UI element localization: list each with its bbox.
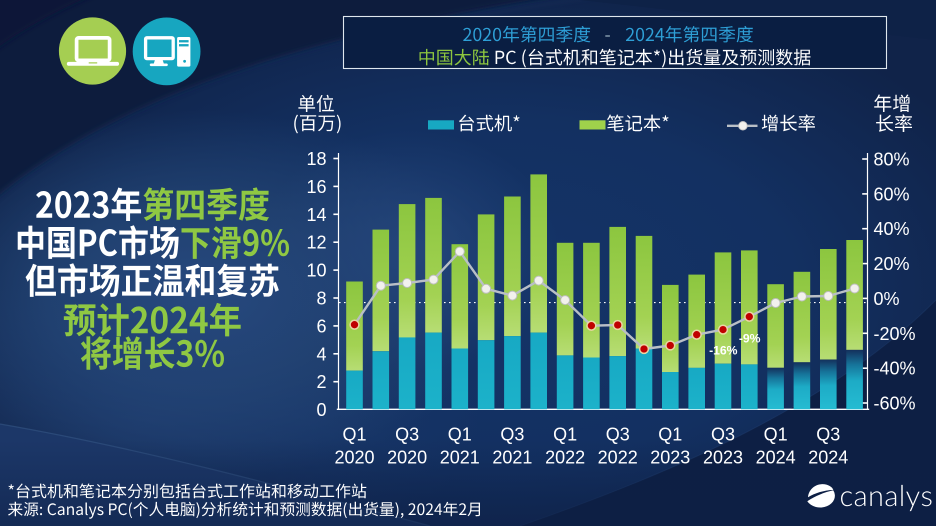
svg-text:2024: 2024	[808, 448, 848, 468]
svg-text:Q1: Q1	[448, 424, 472, 444]
svg-text:2020: 2020	[334, 448, 374, 468]
svg-text:2022: 2022	[598, 448, 638, 468]
svg-text:Q3: Q3	[816, 424, 840, 444]
svg-text:6: 6	[316, 316, 326, 336]
svg-text:Q1: Q1	[342, 424, 366, 444]
svg-text:Q1: Q1	[658, 424, 682, 444]
svg-text:2021: 2021	[492, 448, 532, 468]
svg-text:16: 16	[306, 177, 326, 197]
svg-text:-9%: -9%	[739, 332, 761, 346]
svg-text:Q3: Q3	[606, 424, 630, 444]
svg-text:14: 14	[306, 205, 326, 225]
svg-text:Q3: Q3	[500, 424, 524, 444]
svg-text:Q3: Q3	[395, 424, 419, 444]
svg-text:Q1: Q1	[553, 424, 577, 444]
svg-text:0: 0	[316, 400, 326, 420]
svg-text:12: 12	[306, 233, 326, 253]
svg-text:2024: 2024	[756, 448, 796, 468]
svg-text:2023: 2023	[703, 448, 743, 468]
svg-text:60%: 60%	[874, 184, 910, 204]
svg-text:4: 4	[316, 344, 326, 364]
svg-text:2022: 2022	[545, 448, 585, 468]
svg-text:10: 10	[306, 261, 326, 281]
svg-text:80%: 80%	[874, 150, 910, 170]
svg-text:40%: 40%	[874, 219, 910, 239]
svg-text:8: 8	[316, 289, 326, 309]
svg-text:-60%: -60%	[874, 394, 916, 414]
svg-text:20%: 20%	[874, 254, 910, 274]
svg-text:0%: 0%	[874, 289, 900, 309]
svg-text:-40%: -40%	[874, 359, 916, 379]
svg-text:18: 18	[306, 149, 326, 169]
svg-text:2023: 2023	[650, 448, 690, 468]
svg-text:Q3: Q3	[711, 424, 735, 444]
svg-text:2020: 2020	[387, 448, 427, 468]
svg-text:Q1: Q1	[764, 424, 788, 444]
svg-text:2021: 2021	[440, 448, 480, 468]
svg-text:2: 2	[316, 372, 326, 392]
svg-text:-20%: -20%	[874, 324, 916, 344]
svg-text:-16%: -16%	[709, 343, 738, 357]
